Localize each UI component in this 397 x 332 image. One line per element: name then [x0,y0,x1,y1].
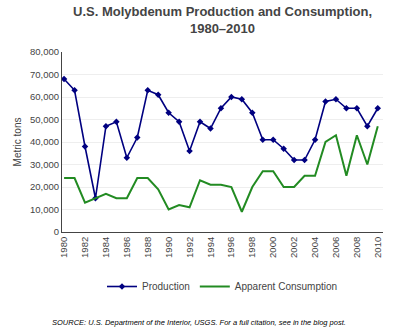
svg-text:0: 0 [54,226,59,237]
svg-text:80,000: 80,000 [30,46,59,57]
svg-text:2008: 2008 [351,237,362,258]
svg-text:1998: 1998 [246,237,257,258]
svg-text:Apparent Consumption: Apparent Consumption [235,281,337,292]
svg-text:70,000: 70,000 [30,69,59,80]
svg-text:2004: 2004 [309,237,320,258]
svg-text:2010: 2010 [372,237,383,258]
svg-text:40,000: 40,000 [30,136,59,147]
svg-text:Metric tons: Metric tons [12,118,23,167]
svg-text:50,000: 50,000 [30,114,59,125]
svg-text:1996: 1996 [225,237,236,258]
svg-text:SOURCE: U.S. Department of the: SOURCE: U.S. Department of the Interior,… [52,318,346,327]
svg-text:1994: 1994 [205,237,216,258]
svg-text:2006: 2006 [330,237,341,258]
svg-text:1988: 1988 [142,237,153,258]
svg-text:10,000: 10,000 [30,204,59,215]
svg-text:30,000: 30,000 [30,159,59,170]
svg-text:1986: 1986 [121,237,132,258]
svg-text:1990: 1990 [163,237,174,258]
svg-text:20,000: 20,000 [30,181,59,192]
svg-text:2002: 2002 [288,237,299,258]
svg-text:1982: 1982 [79,237,90,258]
svg-text:60,000: 60,000 [30,91,59,102]
svg-text:1984: 1984 [100,237,111,258]
svg-text:2000: 2000 [267,237,278,258]
svg-text:Production: Production [142,281,190,292]
svg-text:1980: 1980 [58,237,69,258]
svg-text:U.S. Molybdenum Production and: U.S. Molybdenum Production and Consumpti… [73,4,372,36]
svg-text:1992: 1992 [184,237,195,258]
